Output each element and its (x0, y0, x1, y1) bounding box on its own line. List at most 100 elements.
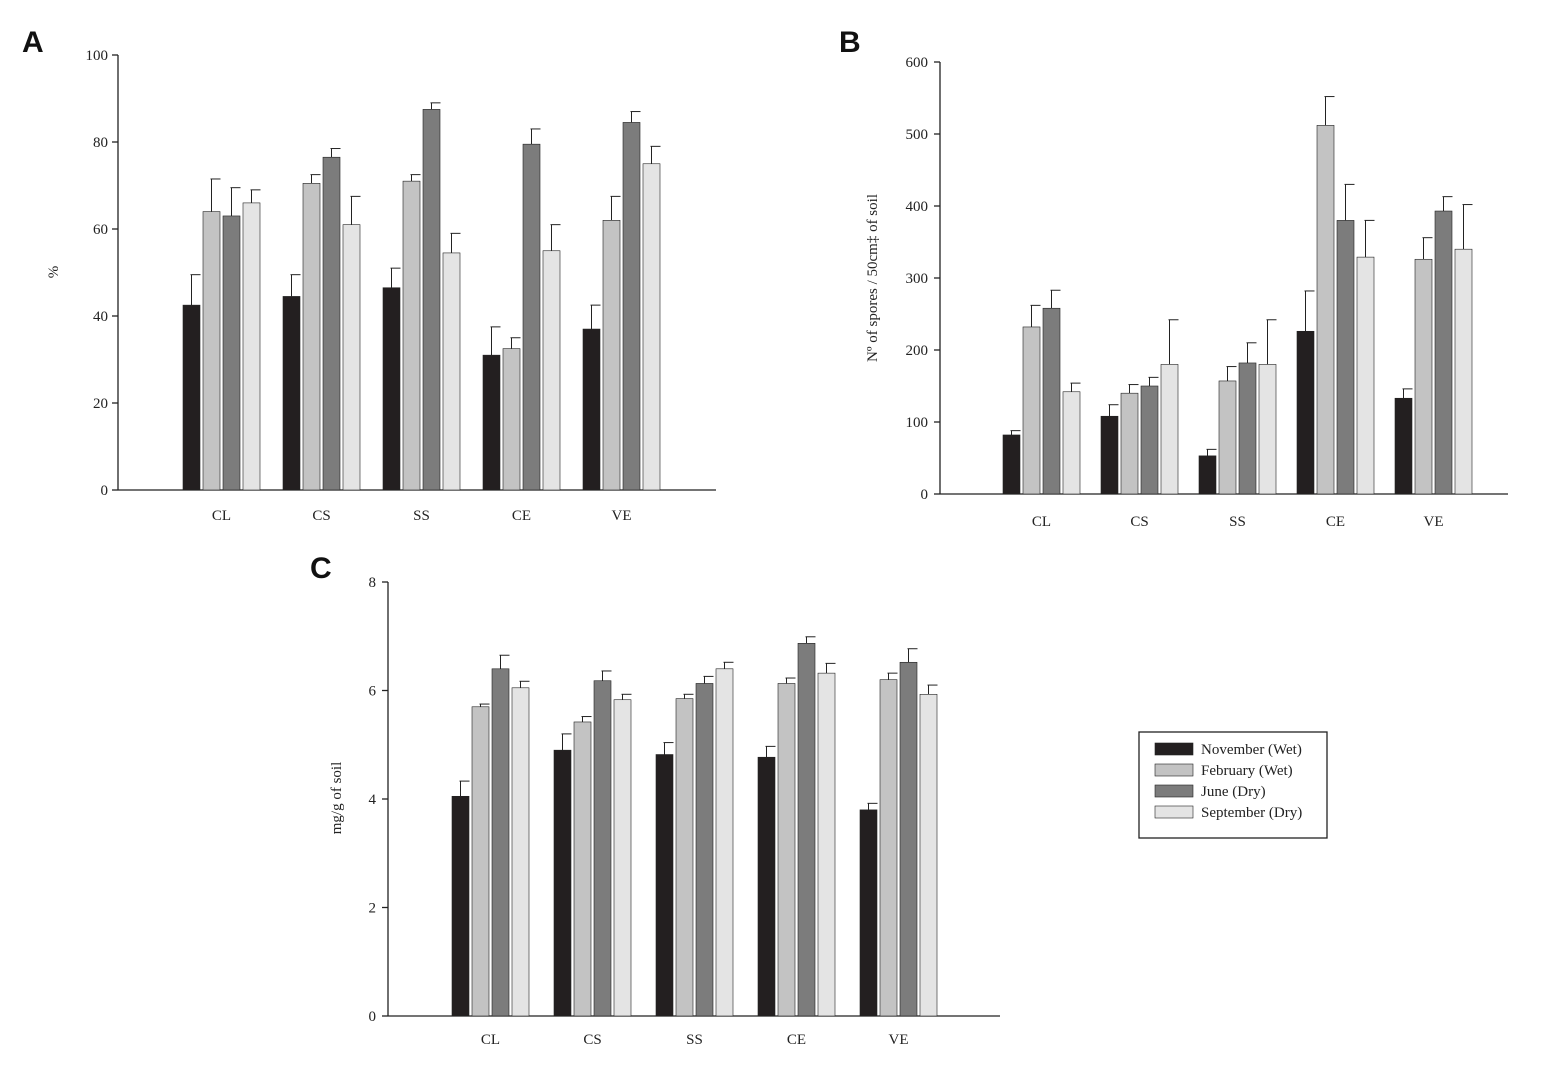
panel-a-category-label: SS (413, 508, 430, 524)
panel-a-bar (502, 348, 521, 491)
panel-b-y-axis-label: Nº of spores / 50cm‡ of soil (865, 194, 881, 362)
panel-b-category-label: CS (1130, 514, 1148, 530)
panel-b-y-tick-label: 500 (906, 127, 929, 143)
panel-c-bar (715, 668, 734, 1017)
panel-c-bar (511, 687, 530, 1017)
panel-a-plot: 0 20 40 60 80 100 CL CS SS CE VE (86, 48, 716, 524)
panel-b-bar (1356, 256, 1375, 495)
panel-b-category-label: SS (1229, 514, 1246, 530)
panel-c-bar (859, 809, 878, 1017)
panel-b-bar (1336, 220, 1355, 495)
panel-c-category-label: CE (787, 1032, 806, 1048)
panel-b-bar (1414, 258, 1433, 495)
panel-c-bar (899, 661, 918, 1017)
panel-b-bar (1198, 455, 1217, 495)
legend-swatch (1154, 763, 1194, 777)
panel-c-bar (777, 683, 796, 1017)
panel-a-bar (642, 163, 661, 491)
legend: November (Wet) February (Wet) June (Dry) Se… (1138, 731, 1328, 839)
panel-c-bar (593, 680, 612, 1017)
panel-a-bar (402, 180, 421, 491)
panel-b-bar (1394, 397, 1413, 495)
panel-c-bar (695, 683, 714, 1017)
panel-c-bar (919, 693, 938, 1017)
panel-b-category-label: CE (1326, 514, 1345, 530)
panel-a-y-tick-label: 60 (93, 222, 108, 238)
panel-b-bar (1042, 307, 1061, 495)
panel-c-bar (675, 698, 694, 1017)
panel-b-bar (1258, 364, 1277, 495)
panel-b-category-label: CL (1032, 514, 1051, 530)
panel-b-bar (1434, 210, 1453, 495)
panel-b-bar (1454, 248, 1473, 495)
panel-b-bar (1140, 385, 1159, 495)
panel-c-bar (573, 721, 592, 1017)
panel-c-letter: C (310, 552, 332, 585)
panel-a-y-tick-label: 40 (93, 309, 108, 325)
panel-c-y-tick-label: 4 (369, 792, 377, 808)
panel-a-category-label: CS (312, 508, 330, 524)
panel-a-category-label: CL (212, 508, 231, 524)
panel-a-bar (242, 202, 261, 491)
panel-c-bar (817, 672, 836, 1017)
panel-a-category-label: VE (612, 508, 632, 524)
panel-c-bar (797, 643, 816, 1017)
panel-c-bar (553, 749, 572, 1017)
panel-c-bar (491, 668, 510, 1017)
panel-b-y-tick-label: 600 (906, 55, 929, 71)
panel-c-bar (879, 679, 898, 1017)
panel-b-bar (1296, 330, 1315, 495)
legend-label: February (Wet) (1201, 763, 1293, 779)
panel-a-bar (422, 109, 441, 491)
legend-swatch (1154, 805, 1194, 819)
panel-a-bar (622, 122, 641, 491)
panel-c-y-axis-label: mg/g of soil (329, 762, 345, 835)
panel-b-bar (1100, 415, 1119, 495)
panel-c-category-label: SS (686, 1032, 703, 1048)
panel-a-y-tick-label: 100 (86, 48, 109, 64)
panel-b-bar (1062, 391, 1081, 495)
panel-a-y-axis-label: % (46, 266, 62, 279)
panel-b-bar (1160, 364, 1179, 495)
panel-b-chart: B Nº of spores / 50cm‡ of soil 0 100 200 30… (839, 26, 1508, 530)
panel-c-y-tick-label: 0 (369, 1009, 377, 1025)
legend-swatch (1154, 784, 1194, 798)
panel-c-bar (471, 706, 490, 1017)
panel-a-bar (282, 296, 301, 491)
panel-b-letter: B (839, 26, 861, 59)
panel-a-bar (202, 211, 221, 491)
panel-c-category-label: VE (889, 1032, 909, 1048)
panel-a-bar (302, 183, 321, 491)
panel-a-bar (522, 143, 541, 491)
panel-a-category-label: CE (512, 508, 531, 524)
panel-a-bar (482, 354, 501, 491)
panel-a-bar (182, 304, 201, 491)
panel-a-bar (442, 252, 461, 491)
panel-b-bar (1120, 392, 1139, 495)
panel-a-bar (542, 250, 561, 491)
panel-a-bar (322, 156, 341, 491)
panel-b-category-label: VE (1424, 514, 1444, 530)
panel-a-bar (222, 215, 241, 491)
panel-b-y-tick-label: 0 (921, 487, 929, 503)
panel-c-plot: 0 2 4 6 8 CL CS SS CE VE (369, 575, 1000, 1048)
panel-c-bar (757, 756, 776, 1017)
panel-b-y-tick-label: 200 (906, 343, 929, 359)
panel-a-letter: A (22, 26, 44, 59)
panel-c-chart: C mg/g of soil 0 2 4 6 8 CL CS SS CE VE (310, 552, 1000, 1048)
panel-c-category-label: CS (583, 1032, 601, 1048)
panel-b-bar (1316, 125, 1335, 495)
panel-a-bar (342, 224, 361, 491)
panel-c-bar (613, 699, 632, 1017)
panel-b-bar (1218, 380, 1237, 495)
legend-label: September (Dry) (1201, 805, 1302, 821)
panel-a-bar (602, 220, 621, 491)
panel-a-y-tick-label: 20 (93, 396, 108, 412)
legend-swatch (1154, 742, 1194, 756)
panel-c-bar (655, 754, 674, 1017)
panel-c-y-tick-label: 8 (369, 575, 377, 591)
panel-a-y-tick-label: 0 (101, 483, 109, 499)
panel-a-y-tick-label: 80 (93, 135, 108, 151)
panel-b-bar (1002, 434, 1021, 495)
